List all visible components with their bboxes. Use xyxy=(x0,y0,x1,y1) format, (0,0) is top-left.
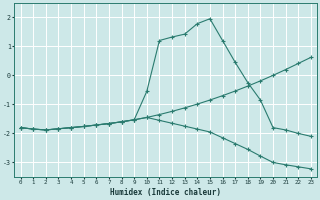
X-axis label: Humidex (Indice chaleur): Humidex (Indice chaleur) xyxy=(110,188,221,197)
